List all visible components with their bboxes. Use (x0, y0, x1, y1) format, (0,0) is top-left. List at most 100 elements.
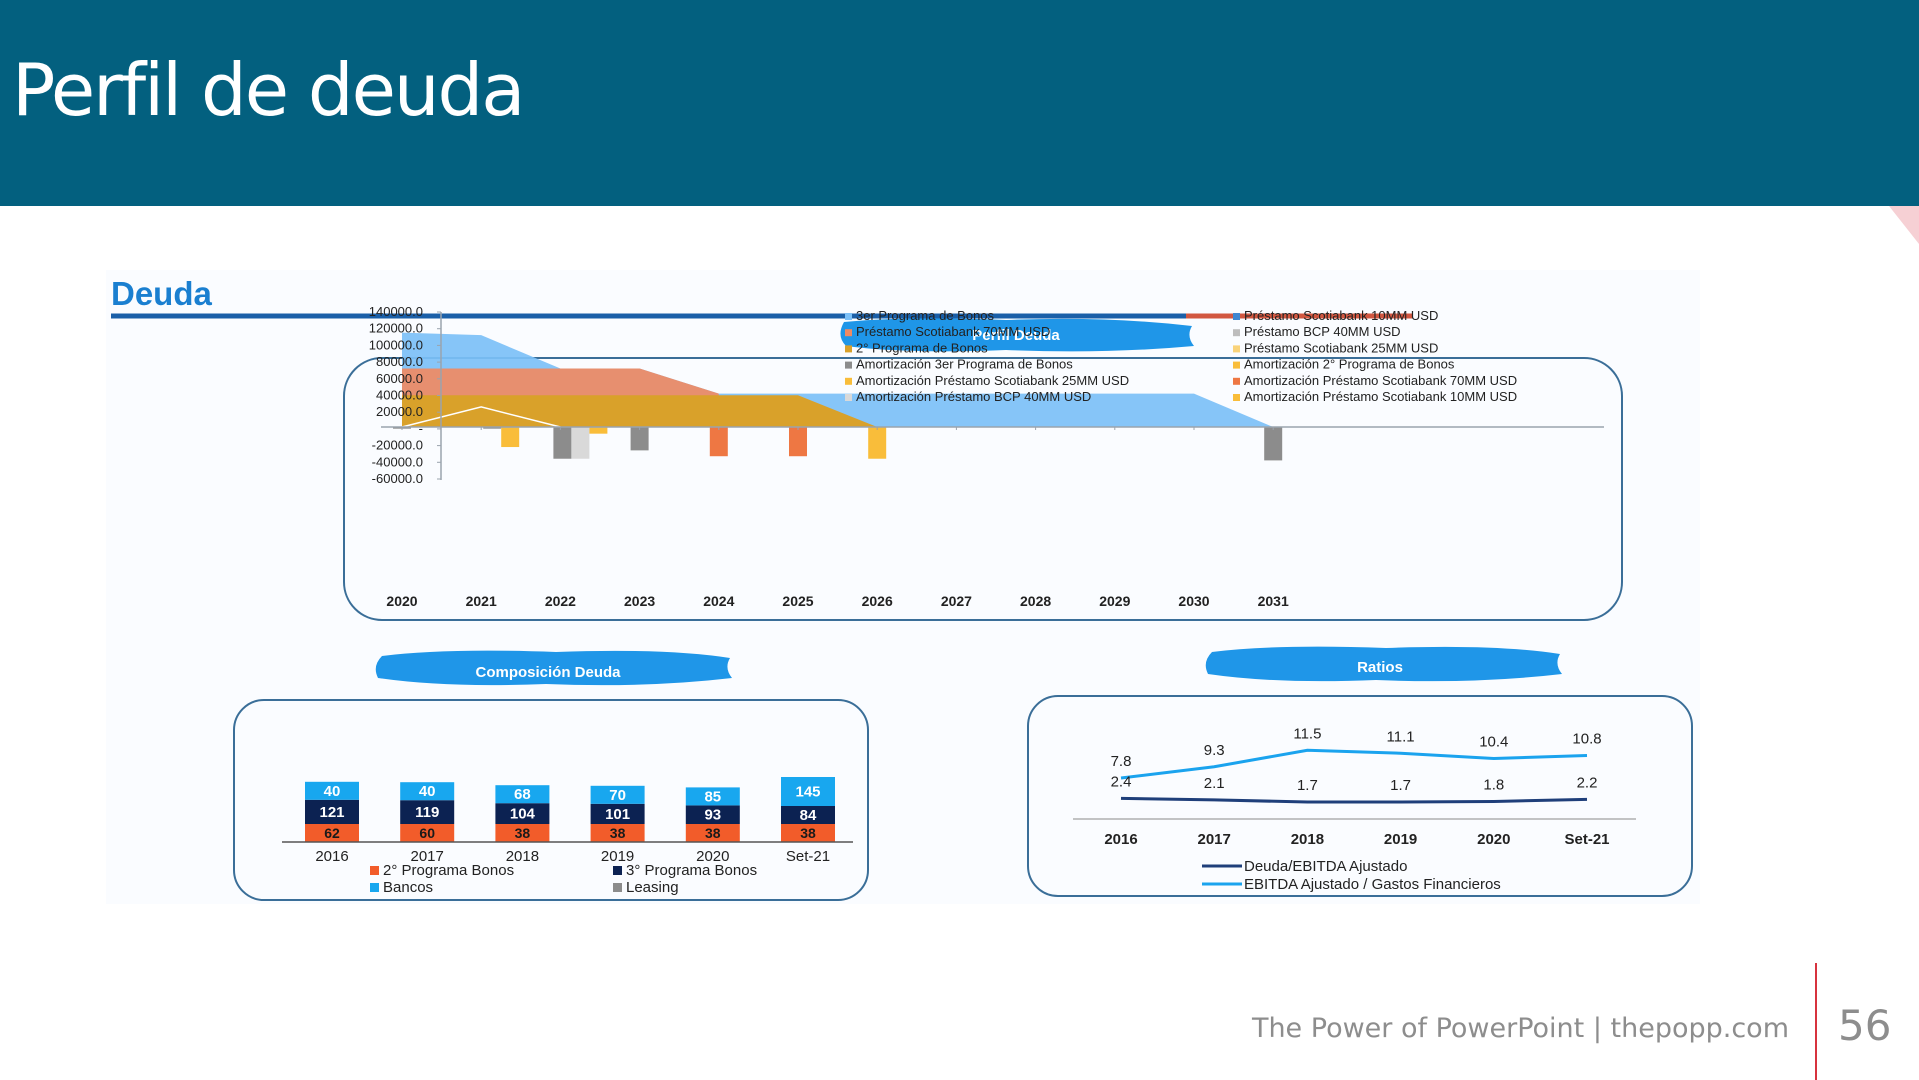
amortization-bar (501, 427, 520, 448)
stack-segment (685, 805, 740, 824)
perfil-y-tick-label: -20000.0 (372, 438, 423, 453)
comp-legend-label: 2° Programa Bonos (383, 862, 514, 879)
perfil-legend: 3er Programa de Bonos Préstamo Scotiabank… (845, 308, 1517, 404)
ratios-frame (1027, 695, 1693, 897)
perfil-x-tick-label: 2021 (466, 593, 497, 609)
stack-segment (590, 824, 645, 842)
legend-label: Amortización Préstamo Scotiabank 25MM US… (856, 373, 1129, 388)
area-3-2-programa-de-bonos (402, 395, 878, 427)
legend-swatch (1233, 313, 1240, 320)
stack-segment (781, 824, 835, 842)
comp-category-label: 2019 (601, 848, 634, 865)
perfil-x-tick-label: 2026 (862, 593, 893, 609)
stack-value-label: 85 (704, 788, 721, 805)
stack-segment (400, 800, 455, 824)
legend-swatch (845, 394, 852, 401)
perfil-x-tick-label: 2025 (782, 593, 813, 609)
page-title: Perfil de deuda (12, 48, 525, 132)
comp-legend-swatch (613, 883, 622, 892)
comp-category-label: Set-21 (786, 848, 830, 865)
perfil-x-tick-label: 2029 (1099, 593, 1130, 609)
banner-ratios-label: Ratios (1357, 659, 1403, 676)
perfil-areas (401, 332, 1274, 428)
stack-value-label: 40 (419, 783, 436, 800)
stack-segment (305, 799, 359, 824)
perfil-y-tick-label: 80000.0 (376, 354, 423, 369)
ratios-category-label: 2016 (1104, 831, 1137, 848)
comp-category-label: 2016 (315, 848, 348, 865)
stack-segment (305, 824, 359, 842)
legend-label: Préstamo Scotiabank 25MM USD (1244, 340, 1438, 355)
ratios-category-label: 2018 (1291, 831, 1324, 848)
perfil-x-tick-label: 2031 (1258, 593, 1289, 609)
stack-segment (590, 803, 645, 824)
legend-swatch (1233, 377, 1240, 385)
legend-swatch (845, 313, 852, 320)
comp-category-label: 2020 (696, 848, 729, 865)
banner-perfil-deuda (840, 318, 1194, 352)
perfil-x-tick-label: 2027 (941, 593, 972, 609)
perfil-y-tick-label: 140000.0 (369, 304, 423, 319)
stack-segment (685, 824, 740, 842)
stack-segment (590, 785, 645, 804)
perfil-x-tick-label: 2023 (624, 593, 655, 609)
stack-segment (305, 781, 359, 800)
legend-swatch (1233, 361, 1240, 369)
stack-segment (495, 824, 550, 842)
stack-value-label: 38 (705, 825, 721, 841)
perfil-y-tick-label: 60000.0 (376, 371, 423, 386)
perfil-x-tick-label: 2022 (545, 593, 576, 609)
comp-category-label: 2017 (411, 848, 444, 865)
stack-value-label: 145 (795, 784, 820, 801)
ratio-value-label: 11.1 (1387, 728, 1415, 745)
stack-value-label: 101 (605, 806, 630, 823)
legend-swatch (1233, 394, 1240, 401)
ratio-value-label: 7.8 (1111, 753, 1132, 770)
ratios-chart: 2.4 2.1 1.7 1.7 1.8 2.2 7.8 9.3 11.5 11.1 10.4 10.8… (1073, 725, 1636, 893)
legend-swatch (845, 345, 852, 353)
ratio-line-deuda-ebitda (1120, 796, 1588, 804)
legend-label: Préstamo BCP 40MM USD (1244, 324, 1401, 339)
ratio-value-label: 2.4 (1111, 773, 1132, 790)
amortization-bar (589, 427, 608, 434)
stack-value-label: 38 (610, 825, 626, 841)
perfil-x-tick-label: 2020 (386, 593, 417, 609)
legend-label: 2° Programa de Bonos (856, 340, 988, 355)
perfil-deuda-frame (343, 357, 1623, 621)
composicion-deuda-chart: 62 121 40 2016 60 119 40 2017 38 104 68 2018 38 101 70… (282, 777, 853, 896)
amortization-bar (709, 427, 728, 457)
amortization-bar (789, 427, 807, 457)
stack-value-label: 38 (515, 825, 531, 841)
stack-segment (495, 785, 550, 804)
ratio-value-label: 2.2 (1577, 774, 1598, 791)
banner-perfil-deuda-label: Perfil Deuda (972, 327, 1060, 344)
ratios-category-label: 2019 (1384, 831, 1417, 848)
perfil-x-tick-label: 2030 (1178, 593, 1209, 609)
legend-swatch (1233, 329, 1240, 337)
panel-heading: Deuda (111, 275, 213, 312)
comp-legend-label: Bancos (383, 879, 433, 896)
ratio-value-label: 10.4 (1479, 734, 1508, 751)
legend-label: Amortización 3er Programa de Bonos (856, 357, 1073, 372)
perfil-y-tick-label: 40000.0 (376, 388, 423, 403)
legend-label: Amortización Préstamo Scotiabank 10MM US… (1244, 389, 1517, 404)
amortization-bar (868, 427, 887, 459)
page-number: 56 (1838, 1001, 1892, 1050)
legend-label: 3er Programa de Bonos (856, 308, 995, 323)
debt-dashboard-image: Deuda Perfil Deuda Composición Deuda Rat… (106, 270, 1700, 904)
stack-value-label: 84 (800, 807, 817, 824)
perfil-y-tick-label: 120000.0 (369, 321, 423, 336)
ratio-value-label: 11.5 (1293, 725, 1321, 742)
comp-legend-swatch (370, 883, 379, 892)
amortization-bar (630, 427, 649, 451)
stack-value-label: 119 (415, 804, 439, 821)
perfil-y-tick-label: -40000.0 (372, 454, 423, 469)
area-outline-scotiabank-25mm (401, 406, 561, 428)
ratios-category-label: 2020 (1477, 831, 1510, 848)
composicion-deuda-frame (233, 699, 869, 901)
legend-swatch (845, 329, 852, 337)
stack-value-label: 60 (419, 825, 435, 841)
legend-label: Amortización Préstamo BCP 40MM USD (856, 389, 1091, 404)
panel-background (106, 270, 1700, 904)
